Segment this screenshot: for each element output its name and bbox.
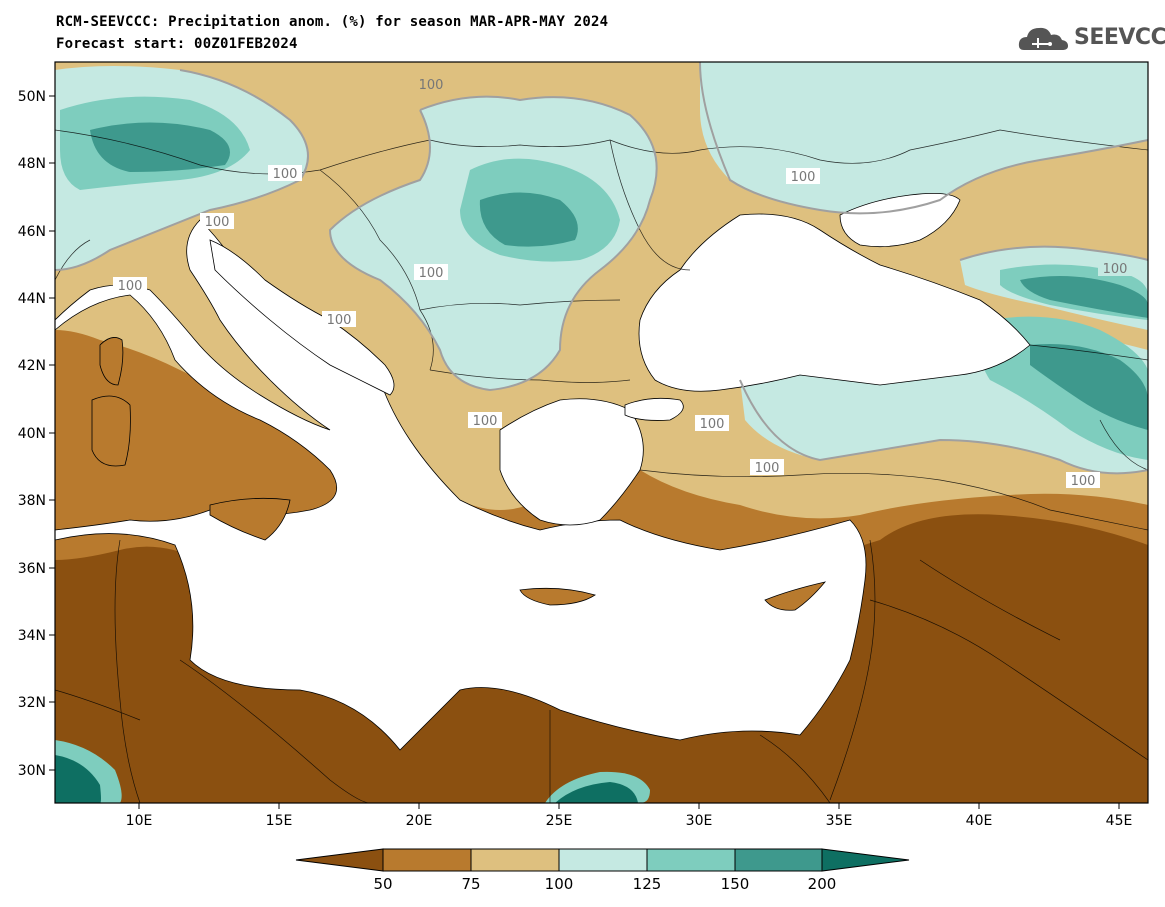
crete-island — [519, 587, 596, 606]
lon-label: 35E — [826, 813, 853, 829]
lat-label: 40N — [18, 426, 46, 442]
seevccc-logo: SEEVCCC — [1018, 22, 1165, 56]
svg-text:100: 100 — [1103, 262, 1128, 277]
lon-label: 25E — [546, 813, 573, 829]
colorbar-segment — [470, 848, 560, 872]
black-sea — [638, 213, 1031, 392]
very-wet-region-carpathians — [479, 192, 578, 247]
lat-label: 44N — [18, 291, 46, 307]
svg-text:100: 100 — [419, 78, 444, 93]
contour-label: 100 — [268, 165, 302, 182]
svg-text:100: 100 — [473, 414, 498, 429]
contour-label: 100 — [322, 311, 356, 328]
svg-text:100: 100 — [419, 266, 444, 281]
logo-text: SEEVCCC — [1074, 25, 1165, 50]
very-wet-region-pontic — [1020, 276, 1148, 318]
contour-label: 100 — [468, 412, 502, 429]
colorbar-label: 150 — [721, 875, 750, 893]
colorbar-segment — [646, 848, 736, 872]
lat-label: 36N — [18, 561, 46, 577]
cloud-logo-icon — [1018, 27, 1068, 50]
map-title: RCM-SEEVCCC: Precipitation anom. (%) for… — [56, 14, 609, 30]
colorbar-label: 75 — [461, 875, 480, 893]
cyprus-island — [764, 581, 827, 611]
very-wet-region-alps — [90, 122, 230, 172]
colorbar-segment — [295, 848, 384, 872]
very-wet-region-caucasus — [1030, 344, 1148, 430]
lat-label: 30N — [18, 763, 46, 779]
lat-label: 32N — [18, 695, 46, 711]
contour-label: 100 — [786, 168, 820, 185]
contour-100-lines — [55, 62, 1148, 475]
sicily-island — [209, 497, 291, 541]
very-wet-region-egypt — [555, 782, 638, 803]
lat-label: 42N — [18, 358, 46, 374]
colorbar — [295, 848, 910, 872]
lat-label: 34N — [18, 628, 46, 644]
azov-sea — [839, 192, 961, 248]
lon-label: 40E — [966, 813, 993, 829]
contour-label: 100 — [200, 213, 234, 230]
contour-label: 100 — [695, 415, 729, 432]
lon-label: 20E — [406, 813, 433, 829]
mediterranean-sea — [55, 219, 867, 751]
svg-text:100: 100 — [205, 215, 230, 230]
contour-label: 100 — [113, 277, 147, 294]
lon-label: 10E — [126, 813, 153, 829]
lat-label: 46N — [18, 224, 46, 240]
corsica-island — [99, 337, 124, 386]
svg-text:100: 100 — [1071, 474, 1096, 489]
very-wet-region-tunisia-south — [55, 755, 101, 803]
contour-label: 100 — [414, 264, 448, 281]
marmara-sea — [624, 397, 684, 421]
longitude-labels: 10E 15E 20E 25E 30E 35E 40E 45E — [126, 813, 1133, 829]
contour-label: 100 — [414, 76, 448, 93]
colorbar-segment — [382, 848, 472, 872]
colorbar-label: 50 — [373, 875, 392, 893]
colorbar-label: 125 — [633, 875, 662, 893]
contour-labels: 100 100 100 100 100 100 100 100 100 100 … — [113, 76, 1132, 489]
contour-label: 100 — [1098, 260, 1132, 277]
svg-text:100: 100 — [755, 461, 780, 476]
svg-text:100: 100 — [118, 279, 143, 294]
colorbar-segment — [821, 848, 910, 872]
colorbar-label: 200 — [808, 875, 837, 893]
colorbar-labels: 50 75 100 125 150 200 — [373, 875, 836, 893]
contour-label: 100 — [750, 459, 784, 476]
country-borders — [55, 129, 1148, 803]
lon-label: 30E — [686, 813, 713, 829]
latitude-labels: 50N 48N 46N 44N 42N 40N 38N 36N 34N 32N … — [18, 89, 46, 779]
svg-text:100: 100 — [327, 313, 352, 328]
svg-text:100: 100 — [791, 170, 816, 185]
colorbar-label: 100 — [545, 875, 574, 893]
sardinia-island — [91, 395, 131, 467]
colorbar-segment — [734, 848, 823, 872]
svg-text:100: 100 — [273, 167, 298, 182]
forecast-start-subtitle: Forecast start: 00Z01FEB2024 — [56, 36, 298, 52]
plot-area: 100 100 100 100 100 100 100 100 100 100 … — [55, 62, 1148, 803]
lat-label: 50N — [18, 89, 46, 105]
colorbar-segment — [558, 848, 648, 872]
lon-label: 45E — [1106, 813, 1133, 829]
axis-ticks — [49, 95, 1120, 809]
lon-label: 15E — [266, 813, 293, 829]
svg-text:100: 100 — [700, 417, 725, 432]
lat-label: 48N — [18, 156, 46, 172]
lat-label: 38N — [18, 493, 46, 509]
contour-label: 100 — [1066, 472, 1100, 489]
adriatic-sea — [209, 239, 395, 396]
